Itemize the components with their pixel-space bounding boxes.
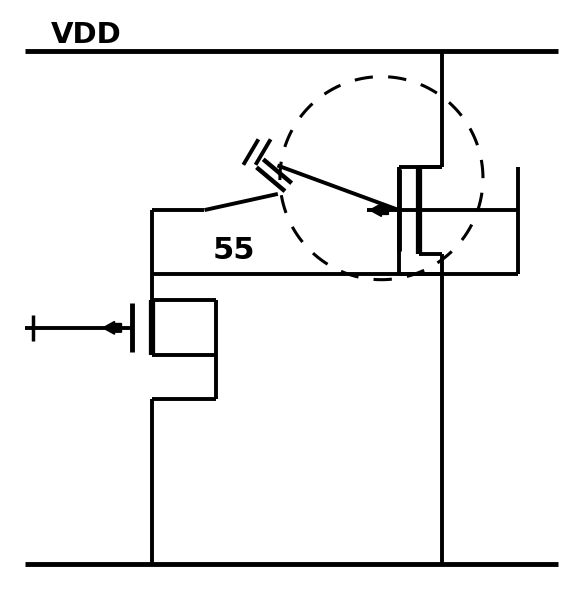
FancyArrow shape — [103, 322, 121, 334]
Text: 55: 55 — [212, 236, 255, 265]
FancyArrow shape — [370, 203, 388, 217]
Text: VDD: VDD — [51, 22, 121, 49]
